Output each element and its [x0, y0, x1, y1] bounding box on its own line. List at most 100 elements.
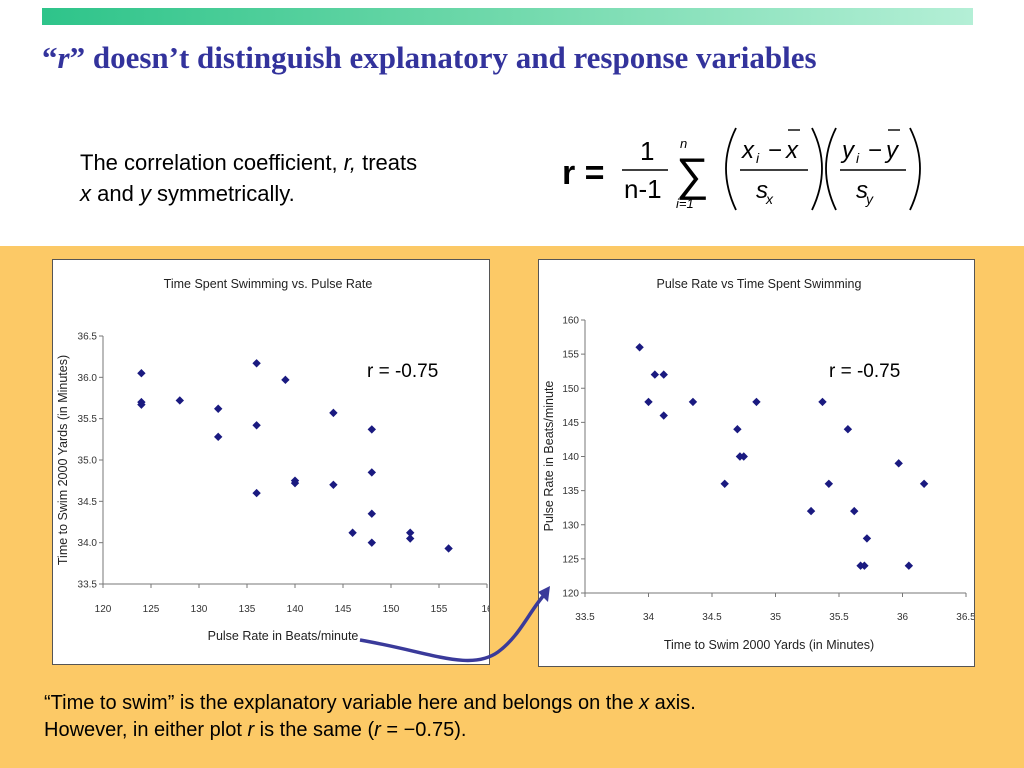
- x-tick-label: 33.5: [575, 612, 595, 623]
- svg-text:−: −: [768, 137, 782, 164]
- data-point: [252, 359, 261, 368]
- data-point: [137, 369, 146, 378]
- intro-text: The correlation coefficient, r, treats x…: [80, 150, 418, 206]
- data-point: [290, 478, 300, 488]
- data-point: [252, 488, 261, 498]
- x-tick-label: 155: [431, 604, 448, 615]
- y-tick-label: 130: [562, 520, 579, 531]
- x-tick-label: 135: [239, 604, 256, 615]
- data-point: [733, 425, 742, 434]
- data-point: [329, 408, 338, 418]
- x-tick-label: 36.5: [956, 612, 974, 623]
- svg-text:−: −: [868, 137, 882, 164]
- data-point: [252, 421, 261, 430]
- caption: “Time to swim” is the explanatory variab…: [44, 692, 696, 742]
- data-point: [214, 404, 223, 413]
- data-point: [329, 480, 338, 489]
- svg-text:s: s: [756, 177, 768, 204]
- data-point: [214, 432, 223, 442]
- data-point: [635, 343, 644, 352]
- y-tick-label: 35.0: [78, 456, 98, 467]
- data-point: [818, 397, 827, 407]
- y-tick-label: 36.5: [78, 332, 98, 343]
- y-tick-label: 150: [562, 384, 579, 395]
- data-point: [688, 397, 698, 407]
- data-point: [137, 400, 146, 409]
- data-point: [824, 479, 834, 488]
- sigma-symbol: ∑: [676, 148, 709, 200]
- svg-text:y: y: [840, 137, 856, 164]
- data-point: [650, 370, 660, 379]
- chart-panel-left: Time Spent Swimming vs. Pulse Rate 33.5 34…: [52, 259, 490, 665]
- y-tick-label: 125: [562, 554, 579, 565]
- svg-text:x: x: [765, 191, 774, 207]
- svg-text:x: x: [785, 137, 799, 164]
- x-tick-label: 140: [287, 604, 304, 615]
- y-axis-label: Pulse Rate in Beats/minute: [542, 381, 556, 532]
- data-point: [444, 544, 453, 553]
- y-tick-label: 34.5: [78, 497, 98, 508]
- data-point: [843, 425, 853, 434]
- svg-text:i: i: [756, 150, 760, 166]
- x-axis-label: Pulse Rate in Beats/minute: [208, 629, 359, 643]
- r-annotation-right: r = -0.75: [829, 361, 901, 382]
- y-axis-label: Time to Swim 2000 Yards (in Minutes): [56, 355, 70, 565]
- data-point: [175, 396, 184, 405]
- x-axis-label: Time to Swim 2000 Yards (in Minutes): [664, 638, 874, 652]
- svg-text:s: s: [856, 177, 868, 204]
- x-tick-label: 120: [95, 604, 112, 615]
- chart-title: Pulse Rate vs Time Spent Swimming: [657, 277, 862, 291]
- y-tick-label: 34.0: [78, 538, 98, 549]
- data-point: [367, 509, 376, 518]
- x-tick-label: 145: [335, 604, 352, 615]
- data-point: [348, 528, 357, 537]
- x-tick-label: 36: [897, 612, 909, 623]
- svg-text:x: x: [741, 137, 755, 164]
- svg-text:1: 1: [640, 136, 654, 166]
- title-r: r: [57, 40, 70, 75]
- data-point: [904, 561, 914, 570]
- data-point: [367, 425, 376, 434]
- formula-lhs: r =: [562, 154, 605, 192]
- x-tick-label: 34: [643, 612, 655, 623]
- top-accent-bar: [42, 8, 973, 25]
- x-tick-label: 16: [481, 604, 489, 615]
- svg-text:i: i: [856, 150, 860, 166]
- svg-text:i=1: i=1: [676, 196, 694, 211]
- svg-text:n-1: n-1: [624, 174, 662, 204]
- data-point: [739, 452, 748, 461]
- slide-title: “r” doesn’t distinguish explanatory and …: [42, 40, 817, 75]
- scatter-chart-right: Pulse Rate vs Time Spent Swimming 120 125 1…: [542, 277, 974, 652]
- correlation-formula: r = 1 n-1 n ∑ i=1 x i − x s x y i − y s …: [562, 127, 921, 211]
- y-tick-label: 160: [562, 316, 579, 327]
- x-tick-label: 35: [770, 612, 782, 623]
- svg-text:n: n: [680, 136, 687, 151]
- data-point: [406, 534, 415, 543]
- y-tick-label: 33.5: [78, 580, 98, 591]
- y-tick-label: 36.0: [78, 373, 98, 384]
- scatter-chart-left: Time Spent Swimming vs. Pulse Rate 33.5 34…: [56, 277, 489, 643]
- svg-text:y: y: [884, 137, 900, 164]
- y-tick-label: 145: [562, 418, 579, 429]
- y-tick-label: 35.5: [78, 414, 98, 425]
- chart-title: Time Spent Swimming vs. Pulse Rate: [164, 277, 373, 291]
- svg-text:y: y: [865, 191, 874, 207]
- x-tick-label: 34.5: [702, 612, 722, 623]
- data-point: [894, 459, 903, 468]
- data-point: [644, 397, 653, 407]
- data-point: [919, 479, 929, 488]
- data-point: [281, 375, 290, 385]
- y-tick-label: 120: [562, 589, 579, 600]
- data-point: [850, 506, 859, 516]
- data-point: [659, 411, 668, 420]
- x-tick-label: 125: [143, 604, 160, 615]
- data-point: [862, 534, 872, 543]
- y-tick-label: 140: [562, 452, 579, 463]
- x-tick-label: 35.5: [829, 612, 849, 623]
- chart-panel-right: Pulse Rate vs Time Spent Swimming 120 125 1…: [538, 259, 975, 667]
- data-point: [806, 506, 816, 516]
- x-tick-label: 130: [191, 604, 208, 615]
- data-point: [659, 370, 668, 379]
- data-point: [720, 479, 729, 488]
- data-point: [752, 397, 761, 407]
